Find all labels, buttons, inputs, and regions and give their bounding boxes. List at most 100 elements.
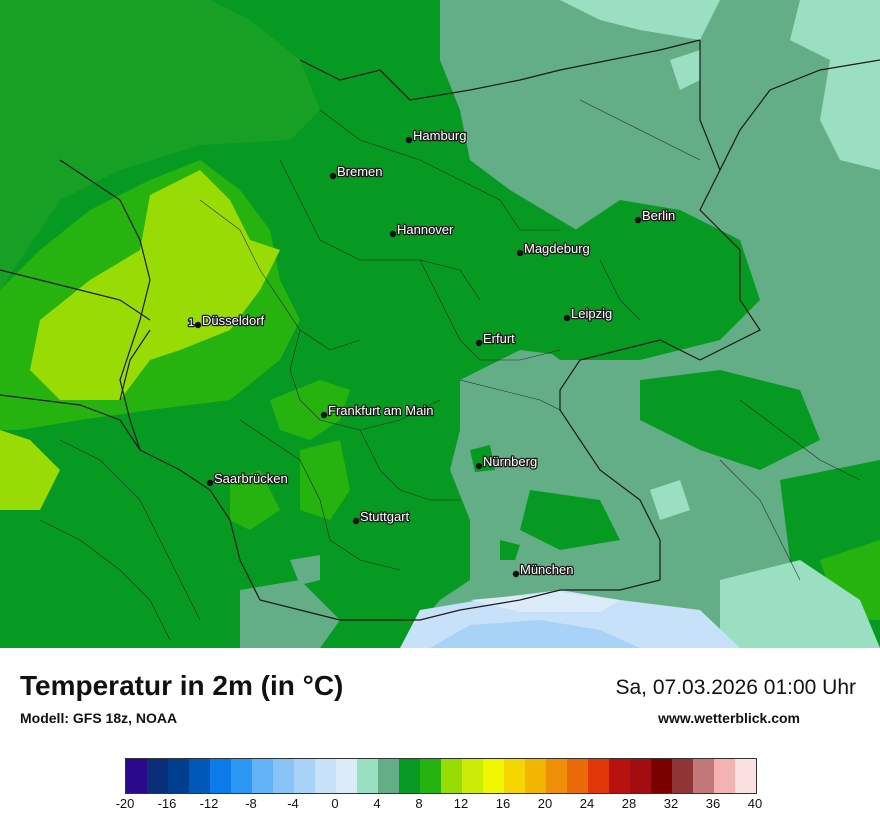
scale-swatch bbox=[231, 759, 252, 793]
field-rhine-warm bbox=[300, 440, 350, 520]
scale-swatch bbox=[378, 759, 399, 793]
scale-swatch bbox=[714, 759, 735, 793]
model-info: Modell: GFS 18z, NOAA bbox=[20, 710, 178, 726]
scale-swatch bbox=[462, 759, 483, 793]
scale-tick-label: -8 bbox=[245, 796, 257, 811]
scale-swatch bbox=[168, 759, 189, 793]
scale-swatch bbox=[546, 759, 567, 793]
field-minus2-0-alps bbox=[430, 620, 640, 648]
city-muenchen: München bbox=[512, 561, 575, 578]
scale-swatch bbox=[273, 759, 294, 793]
scale-swatch bbox=[399, 759, 420, 793]
scale-tick-label: 16 bbox=[495, 796, 511, 811]
field-12-14-sw bbox=[0, 430, 60, 510]
scale-tick-label: -12 bbox=[199, 796, 219, 811]
city-frankfurt-label: Frankfurt am Main bbox=[328, 403, 433, 418]
temperature-map: Hamburg Bremen Berlin Hannover Magdeburg… bbox=[0, 0, 880, 648]
city-hamburg: Hamburg bbox=[405, 127, 468, 144]
city-stuttgart-label: Stuttgart bbox=[360, 509, 410, 524]
city-hamburg-label: Hamburg bbox=[413, 128, 466, 143]
field-spot-cool bbox=[290, 555, 320, 585]
field-sw-cool bbox=[240, 580, 340, 648]
field-12-14 bbox=[30, 170, 280, 400]
city-erfurt: Erfurt bbox=[475, 330, 516, 347]
field-2-4-ne bbox=[790, 0, 880, 170]
scale-tick-label: 36 bbox=[705, 796, 721, 811]
city-muenchen-label: München bbox=[520, 562, 573, 577]
scale-tick-label: 40 bbox=[747, 796, 763, 811]
scale-swatch bbox=[336, 759, 357, 793]
field-patch-czech bbox=[640, 370, 820, 470]
field-2-4-alps-east bbox=[720, 560, 880, 648]
map-title: Temperatur in 2m (in °C) bbox=[20, 670, 344, 701]
city-saarbruecken: Saarbrücken bbox=[206, 470, 289, 487]
scale-swatch bbox=[693, 759, 714, 793]
scale-swatch bbox=[294, 759, 315, 793]
scale-swatch bbox=[147, 759, 168, 793]
city-nuernberg-label: Nürnberg bbox=[483, 454, 537, 469]
city-bremen-label: Bremen bbox=[337, 164, 383, 179]
city-berlin-label: Berlin bbox=[642, 208, 675, 223]
field-spot-green bbox=[500, 540, 520, 560]
city-nuernberg: Nürnberg bbox=[475, 453, 539, 470]
field-alps-rim bbox=[470, 592, 620, 612]
scale-swatch bbox=[525, 759, 546, 793]
scale-swatch bbox=[252, 759, 273, 793]
scale-tick-label: -4 bbox=[287, 796, 299, 811]
field-2-4-spot bbox=[650, 480, 690, 520]
scale-tick-label: 4 bbox=[373, 796, 381, 811]
scale-swatch bbox=[735, 759, 756, 793]
scale-tick-label: 28 bbox=[621, 796, 637, 811]
scale-swatch bbox=[189, 759, 210, 793]
city-stuttgart: Stuttgart bbox=[352, 508, 411, 525]
scale-tick-label: 32 bbox=[663, 796, 679, 811]
scale-swatch bbox=[588, 759, 609, 793]
field-2-4-ne-spot bbox=[670, 50, 700, 90]
color-scale-ticks: -20 -16 -12 -8 -4 0 4 8 12 16 20 24 28 32 36 40 bbox=[0, 796, 880, 816]
city-erfurt-label: Erfurt bbox=[483, 331, 515, 346]
city-bremen: Bremen bbox=[329, 163, 384, 180]
field-sea bbox=[0, 0, 320, 290]
scale-swatch bbox=[126, 759, 147, 793]
city-berlin: Berlin bbox=[634, 207, 677, 224]
scale-tick-label: 8 bbox=[415, 796, 423, 811]
scale-swatch bbox=[609, 759, 630, 793]
city-frankfurt: Frankfurt am Main bbox=[320, 402, 435, 419]
city-leipzig: Leipzig bbox=[563, 305, 614, 322]
field-patch-central-east bbox=[520, 200, 760, 360]
city-duesseldorf: Düsseldorf bbox=[194, 312, 266, 329]
city-magdeburg-label: Magdeburg bbox=[524, 241, 590, 256]
scale-swatch bbox=[672, 759, 693, 793]
city-hannover: Hannover bbox=[389, 221, 455, 238]
scale-tick-label: 24 bbox=[579, 796, 595, 811]
city-hannover-label: Hannover bbox=[397, 222, 454, 237]
scale-swatch bbox=[210, 759, 231, 793]
field-patch-bavaria bbox=[520, 490, 620, 550]
city-duesseldorf-label: Düsseldorf bbox=[202, 313, 265, 328]
scale-swatch bbox=[651, 759, 672, 793]
city-leipzig-label: Leipzig bbox=[571, 306, 612, 321]
website-link[interactable]: www.wetterblick.com bbox=[658, 710, 800, 726]
forecast-datetime: Sa, 07.03.2026 01:00 Uhr bbox=[615, 676, 856, 699]
stray-label: 1 bbox=[188, 317, 194, 329]
scale-swatch bbox=[504, 759, 525, 793]
field-2-4-north bbox=[560, 0, 720, 40]
map-svg: Hamburg Bremen Berlin Hannover Magdeburg… bbox=[0, 0, 880, 648]
city-magdeburg: Magdeburg bbox=[516, 240, 591, 257]
scale-swatch bbox=[567, 759, 588, 793]
scale-swatch bbox=[630, 759, 651, 793]
scale-swatch bbox=[483, 759, 504, 793]
scale-swatch bbox=[357, 759, 378, 793]
cities: Hamburg Bremen Berlin Hannover Magdeburg… bbox=[187, 127, 677, 579]
field-4-6 bbox=[400, 0, 880, 648]
scale-tick-label: -16 bbox=[157, 796, 177, 811]
scale-tick-label: 20 bbox=[537, 796, 553, 811]
city-saarbruecken-label: Saarbrücken bbox=[214, 471, 288, 486]
scale-tick-label: -20 bbox=[115, 796, 135, 811]
footer: Temperatur in 2m (in °C) Modell: GFS 18z… bbox=[0, 648, 880, 830]
field-saar-warm bbox=[230, 470, 280, 530]
scale-tick-label: 12 bbox=[453, 796, 469, 811]
country-borders bbox=[0, 39, 880, 621]
state-borders bbox=[39, 99, 861, 641]
scale-swatch bbox=[315, 759, 336, 793]
